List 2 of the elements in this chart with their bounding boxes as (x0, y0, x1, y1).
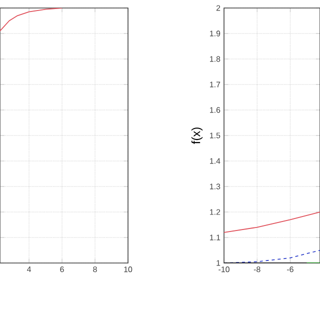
y-axis-title: f(x) (191, 128, 203, 144)
line-series (224, 212, 320, 233)
